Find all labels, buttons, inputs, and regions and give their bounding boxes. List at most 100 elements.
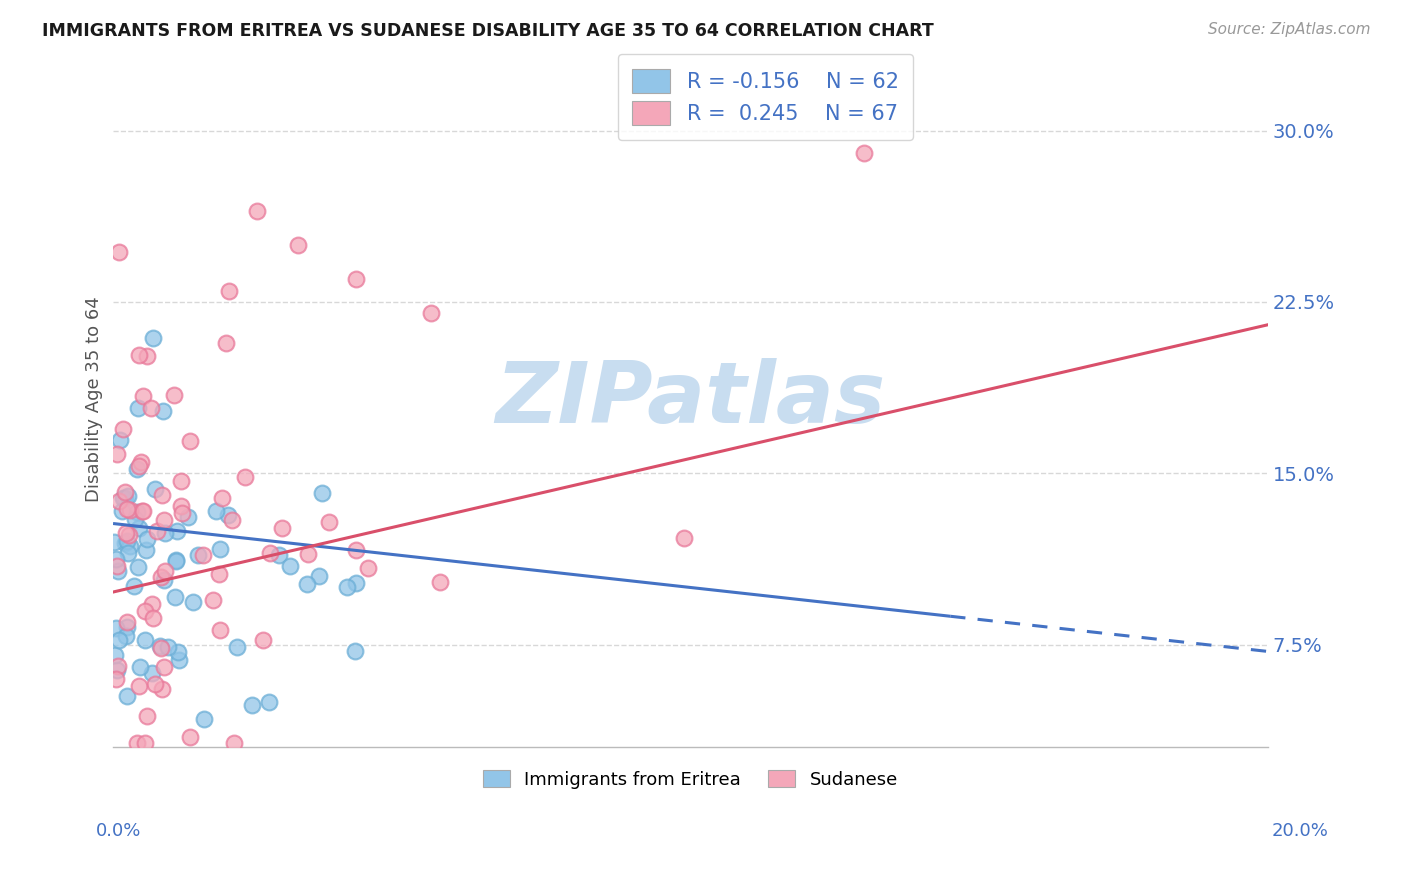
Point bbox=[257, 695, 280, 709]
Point bbox=[221, 513, 243, 527]
Point bbox=[222, 736, 245, 750]
Point bbox=[252, 632, 274, 647]
Point bbox=[114, 536, 136, 550]
Point bbox=[122, 579, 145, 593]
Point bbox=[134, 604, 156, 618]
Point bbox=[344, 643, 367, 657]
Point bbox=[419, 306, 441, 320]
Point bbox=[118, 503, 141, 517]
Text: 20.0%: 20.0% bbox=[1272, 822, 1329, 840]
Point bbox=[150, 682, 173, 697]
Point bbox=[107, 447, 129, 461]
Point bbox=[107, 564, 129, 578]
Point bbox=[235, 470, 257, 484]
Point bbox=[311, 486, 333, 500]
Point bbox=[170, 506, 193, 520]
Point bbox=[111, 422, 134, 436]
Point bbox=[115, 533, 138, 548]
Point bbox=[152, 513, 174, 527]
Point bbox=[215, 335, 238, 350]
Point bbox=[128, 679, 150, 693]
Point bbox=[142, 331, 165, 345]
Point bbox=[170, 474, 193, 488]
Point bbox=[107, 659, 129, 673]
Point bbox=[149, 640, 172, 655]
Point bbox=[357, 561, 380, 575]
Point bbox=[179, 730, 201, 744]
Point bbox=[242, 698, 264, 712]
Y-axis label: Disability Age 35 to 64: Disability Age 35 to 64 bbox=[86, 296, 103, 502]
Point bbox=[143, 482, 166, 496]
Point bbox=[278, 558, 301, 573]
Point bbox=[115, 629, 138, 643]
Point bbox=[308, 568, 330, 582]
Point bbox=[124, 512, 146, 526]
Point bbox=[125, 505, 148, 519]
Point bbox=[105, 621, 128, 635]
Point bbox=[166, 524, 188, 539]
Point bbox=[114, 491, 136, 506]
Text: Source: ZipAtlas.com: Source: ZipAtlas.com bbox=[1208, 22, 1371, 37]
Point bbox=[218, 284, 240, 298]
Text: 0.0%: 0.0% bbox=[96, 822, 141, 840]
Point bbox=[297, 547, 319, 561]
Point bbox=[146, 524, 169, 539]
Point bbox=[149, 639, 172, 653]
Legend: Immigrants from Eritrea, Sudanese: Immigrants from Eritrea, Sudanese bbox=[474, 761, 907, 797]
Point bbox=[136, 708, 159, 723]
Point bbox=[208, 567, 231, 582]
Point bbox=[217, 508, 239, 523]
Point bbox=[166, 645, 188, 659]
Point bbox=[149, 570, 172, 584]
Point bbox=[177, 510, 200, 524]
Point bbox=[163, 388, 186, 402]
Point bbox=[141, 597, 163, 611]
Point bbox=[105, 551, 128, 566]
Point bbox=[128, 521, 150, 535]
Point bbox=[105, 673, 128, 687]
Point bbox=[134, 632, 156, 647]
Text: IMMIGRANTS FROM ERITREA VS SUDANESE DISABILITY AGE 35 TO 64 CORRELATION CHART: IMMIGRANTS FROM ERITREA VS SUDANESE DISA… bbox=[42, 22, 934, 40]
Point bbox=[117, 615, 139, 629]
Point bbox=[165, 590, 187, 604]
Point bbox=[429, 574, 451, 589]
Point bbox=[153, 573, 176, 587]
Point bbox=[131, 504, 153, 518]
Point bbox=[108, 633, 131, 648]
Point bbox=[128, 458, 150, 473]
Point bbox=[344, 272, 367, 286]
Point bbox=[153, 660, 176, 674]
Point bbox=[105, 663, 128, 677]
Point bbox=[179, 434, 201, 449]
Point bbox=[115, 689, 138, 703]
Point bbox=[129, 659, 152, 673]
Point bbox=[141, 666, 163, 681]
Point bbox=[103, 534, 125, 549]
Point bbox=[127, 401, 149, 416]
Point bbox=[118, 527, 141, 541]
Point bbox=[208, 542, 231, 557]
Point bbox=[181, 595, 204, 609]
Point bbox=[297, 577, 319, 591]
Point bbox=[117, 489, 139, 503]
Point bbox=[152, 403, 174, 417]
Point bbox=[132, 389, 155, 403]
Point bbox=[153, 525, 176, 540]
Point bbox=[139, 401, 162, 416]
Point bbox=[270, 521, 292, 535]
Point bbox=[153, 564, 176, 578]
Point bbox=[118, 540, 141, 554]
Point bbox=[134, 736, 156, 750]
Point bbox=[344, 543, 367, 558]
Point bbox=[169, 499, 191, 513]
Point bbox=[135, 543, 157, 558]
Point bbox=[125, 736, 148, 750]
Point bbox=[246, 203, 269, 218]
Point bbox=[165, 554, 187, 568]
Point bbox=[165, 553, 187, 567]
Point bbox=[143, 676, 166, 690]
Point bbox=[225, 640, 247, 654]
Point bbox=[152, 488, 174, 502]
Point bbox=[344, 575, 367, 590]
Point bbox=[128, 348, 150, 362]
